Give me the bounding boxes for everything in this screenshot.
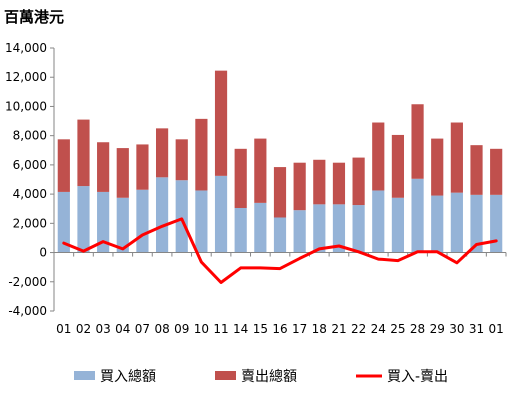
x-tick-label-7: 10 xyxy=(194,322,209,336)
ticks-layer: -4,000 -2,000 0 2,000 4,000 6,000 8,000 10,000 1… xyxy=(5,41,504,336)
bar-sell-7 xyxy=(195,118,208,191)
bar-sell-18 xyxy=(411,104,424,179)
legend-swatch-sell xyxy=(215,371,236,380)
x-tick-label-5: 08 xyxy=(154,322,169,336)
y-tick-label-6: 8,000 xyxy=(13,129,47,143)
x-tick-label-17: 25 xyxy=(390,322,405,336)
bar-buy-15 xyxy=(352,205,365,253)
bar-sell-17 xyxy=(391,134,405,198)
x-tick-label-1: 02 xyxy=(76,322,91,336)
y-tick-label-2: 0 xyxy=(39,246,47,260)
y-tick-label-3: 2,000 xyxy=(13,216,47,230)
y-tick-label-8: 12,000 xyxy=(5,70,47,84)
bar-sell-8 xyxy=(214,70,228,176)
bar-buy-9 xyxy=(234,207,247,253)
bar-buy-1 xyxy=(77,186,90,253)
bar-buy-17 xyxy=(391,197,405,253)
bar-buy-13 xyxy=(313,204,326,253)
x-tick-label-0: 01 xyxy=(56,322,71,336)
bar-buy-20 xyxy=(450,192,463,253)
bar-buy-19 xyxy=(431,195,444,253)
y-tick-label-4: 4,000 xyxy=(13,187,47,201)
bar-buy-12 xyxy=(293,210,306,253)
bar-sell-19 xyxy=(431,138,444,196)
x-tick-label-9: 14 xyxy=(233,322,248,336)
x-tick-label-21: 31 xyxy=(469,322,484,336)
y-tick-label-5: 6,000 xyxy=(13,158,47,172)
bar-sell-10 xyxy=(254,138,267,203)
legend: 買入總額 賣出總額 買入-賣出 xyxy=(74,368,448,385)
legend-swatch-buy xyxy=(74,371,95,380)
bar-sell-16 xyxy=(372,122,385,191)
bar-sell-2 xyxy=(97,142,110,192)
net-line xyxy=(62,217,498,284)
bars-layer xyxy=(57,70,503,253)
y-tick-label-7: 10,000 xyxy=(5,99,47,113)
x-tick-label-11: 16 xyxy=(272,322,287,336)
x-tick-label-22: 01 xyxy=(489,322,504,336)
x-tick-label-12: 17 xyxy=(292,322,307,336)
x-tick-label-10: 15 xyxy=(253,322,268,336)
x-tick-label-8: 11 xyxy=(213,322,228,336)
bar-sell-22 xyxy=(490,148,503,195)
x-tick-label-6: 09 xyxy=(174,322,189,336)
line-layer xyxy=(62,217,498,284)
y-tick-label-9: 14,000 xyxy=(5,41,47,55)
x-tick-label-14: 21 xyxy=(331,322,346,336)
bar-sell-12 xyxy=(293,162,306,211)
bar-buy-8 xyxy=(214,175,228,253)
bar-buy-6 xyxy=(175,180,188,253)
x-tick-label-20: 30 xyxy=(449,322,464,336)
bar-buy-5 xyxy=(155,177,169,253)
bar-sell-9 xyxy=(234,148,247,208)
unit-label: 百萬港元 xyxy=(4,8,64,26)
bar-sell-20 xyxy=(450,122,463,193)
bar-buy-7 xyxy=(195,190,208,253)
bar-buy-22 xyxy=(490,194,503,253)
x-tick-label-2: 03 xyxy=(95,322,110,336)
x-tick-label-16: 24 xyxy=(371,322,386,336)
bar-sell-14 xyxy=(332,162,346,205)
bar-sell-15 xyxy=(352,157,365,206)
x-tick-label-18: 28 xyxy=(410,322,425,336)
bar-sell-13 xyxy=(313,159,326,205)
y-tick-label-0: -4,000 xyxy=(8,304,47,318)
bar-buy-11 xyxy=(273,217,287,253)
x-tick-label-19: 29 xyxy=(430,322,445,336)
bar-sell-21 xyxy=(470,145,483,195)
legend-label-net: 買入-賣出 xyxy=(387,369,448,385)
bar-buy-14 xyxy=(332,204,346,253)
bar-buy-16 xyxy=(372,190,385,253)
bar-buy-10 xyxy=(254,202,267,253)
x-tick-label-13: 18 xyxy=(312,322,327,336)
bar-sell-0 xyxy=(57,139,70,192)
bar-sell-1 xyxy=(77,119,90,187)
y-tick-label-1: -2,000 xyxy=(8,275,47,289)
bar-buy-4 xyxy=(136,189,149,253)
x-tick-label-3: 04 xyxy=(115,322,130,336)
bar-sell-5 xyxy=(155,128,169,178)
bar-buy-18 xyxy=(411,178,424,253)
bar-sell-6 xyxy=(175,139,188,181)
bar-sell-3 xyxy=(116,148,129,198)
bar-buy-21 xyxy=(470,194,483,253)
bar-buy-0 xyxy=(57,191,70,253)
legend-label-buy: 買入總額 xyxy=(100,368,156,385)
bar-buy-2 xyxy=(97,191,110,253)
legend-label-sell: 賣出總額 xyxy=(241,368,297,385)
x-tick-label-4: 07 xyxy=(135,322,150,336)
bar-sell-4 xyxy=(136,144,149,190)
bar-sell-11 xyxy=(273,167,287,218)
bar-buy-3 xyxy=(116,197,129,253)
x-tick-label-15: 22 xyxy=(351,322,366,336)
